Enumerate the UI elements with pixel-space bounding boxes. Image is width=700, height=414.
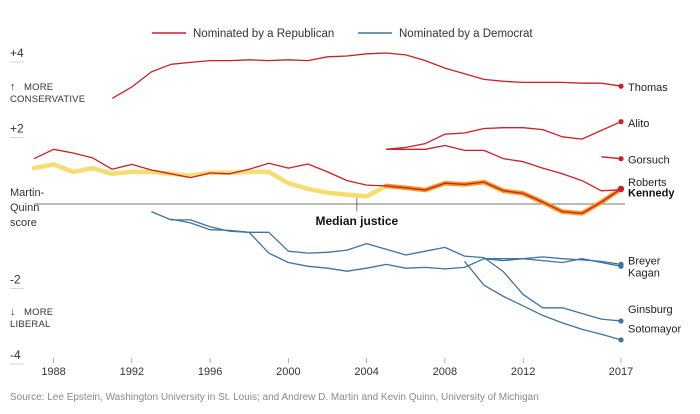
- roberts-line: [386, 144, 622, 192]
- x-tick-label: 2008: [433, 366, 457, 378]
- x-tick-label: 2004: [354, 366, 378, 378]
- alito-line: [386, 121, 622, 150]
- y-axis-title-line3: score: [10, 217, 37, 229]
- kennedy-highlight: [383, 179, 624, 216]
- thomas-line: [111, 52, 622, 99]
- y-axis-title-line1: Martin-: [10, 187, 45, 199]
- kagan-endpoint: [618, 263, 624, 269]
- more-liberal-line2: LIBERAL: [10, 319, 50, 330]
- label-ginsburg: Ginsburg: [628, 304, 673, 316]
- x-tick-label: 2000: [276, 366, 300, 378]
- x-tick-label: 1996: [198, 366, 222, 378]
- thomas-endpoint: [618, 83, 624, 89]
- label-thomas: Thomas: [628, 82, 668, 94]
- label-kennedy: Kennedy: [628, 188, 675, 200]
- more-liberal-note: ↓ MORE LIBERAL: [10, 306, 53, 330]
- median-label: Median justice: [316, 214, 399, 228]
- kagan-line: [484, 258, 622, 267]
- series-layer: [31, 52, 625, 343]
- legend-republican-label: Nominated by a Republican: [193, 28, 334, 40]
- label-breyer: Breyer: [628, 256, 661, 268]
- alito-endpoint: [618, 119, 624, 125]
- label-alito: Alito: [628, 118, 649, 130]
- sotomayor-endpoint: [618, 337, 624, 343]
- more-conservative-line1: MORE: [24, 82, 53, 93]
- down-arrow-icon: ↓: [10, 306, 16, 318]
- label-sotomayor: Sotomayor: [628, 324, 682, 336]
- source-note: Source: Lee Epstein, Washington Universi…: [10, 392, 539, 403]
- kennedy-line: [33, 148, 622, 215]
- y-axis-ticks: +4 +2 -2 -4: [10, 46, 24, 365]
- label-kagan: Kagan: [628, 268, 660, 280]
- kennedy-endpoint: [617, 185, 625, 193]
- y-tick-label: -2: [10, 273, 21, 287]
- more-liberal-line1: MORE: [24, 307, 53, 318]
- label-gorsuch: Gorsuch: [628, 154, 670, 166]
- sotomayor-line: [463, 260, 622, 341]
- legend-democrat-label: Nominated by a Democrat: [399, 28, 533, 40]
- ginsburg-endpoint: [618, 318, 624, 324]
- x-tick-label: 1992: [120, 366, 144, 378]
- median-annotation: Median justice: [316, 197, 399, 228]
- x-axis-ticks: 1988 1992 1996 2000 2004 2008 2012 2017: [41, 358, 633, 378]
- y-tick-label: +4: [10, 46, 24, 60]
- more-conservative-note: ↑ MORE CONSERVATIVE: [10, 81, 85, 105]
- ginsburg-line: [151, 211, 622, 322]
- gorsuch-endpoint: [618, 156, 624, 162]
- x-tick-label: 2017: [609, 366, 633, 378]
- x-tick-label: 2012: [511, 366, 535, 378]
- label-roberts: Roberts: [628, 177, 667, 189]
- legend: Nominated by a Republican Nominated by a…: [152, 28, 533, 40]
- x-tick-label: 1988: [41, 366, 65, 378]
- y-tick-label: +2: [10, 122, 24, 136]
- up-arrow-icon: ↑: [10, 81, 16, 93]
- y-axis-title: Martin- Quinn score: [10, 187, 45, 229]
- y-tick-label: -4: [10, 348, 21, 362]
- more-conservative-line2: CONSERVATIVE: [10, 94, 85, 105]
- y-axis-title-line2: Quinn: [10, 202, 39, 214]
- gorsuch-line: [601, 156, 622, 160]
